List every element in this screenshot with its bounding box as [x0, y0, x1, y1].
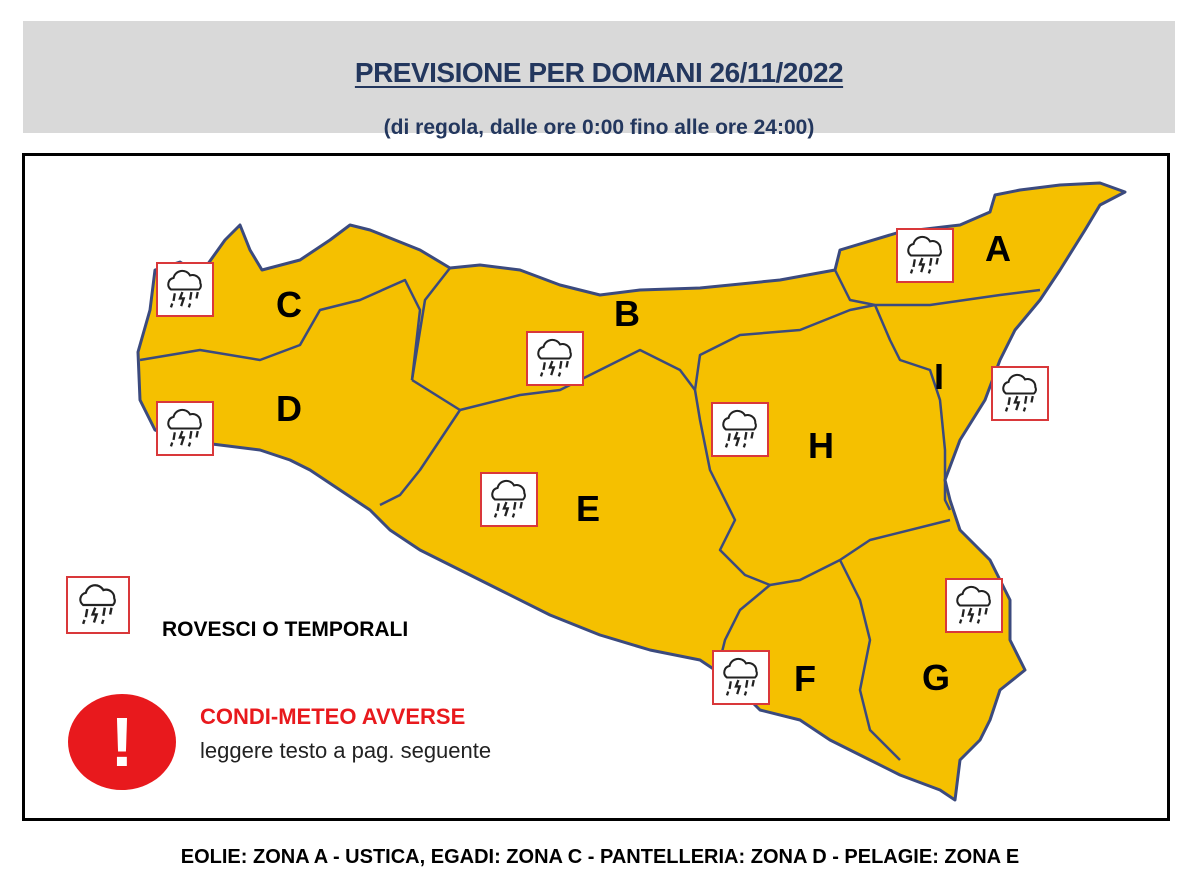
map-frame: [22, 153, 1170, 821]
thunderstorm-icon: [156, 401, 214, 456]
zone-label-i: I: [934, 356, 945, 397]
warning-text: leggere testo a pag. seguente: [200, 738, 492, 763]
warning-icon: !: [68, 694, 176, 790]
page-title: PREVISIONE PER DOMANI 26/11/2022: [354, 57, 844, 88]
legend-storm-label: ROVESCI O TEMPORALI: [162, 618, 409, 641]
thunderstorm-icon: [156, 262, 214, 317]
thunderstorm-icon: [896, 228, 954, 283]
zone-label-e: E: [576, 488, 601, 529]
thunderstorm-icon: [711, 402, 769, 457]
zone-label-a: A: [985, 228, 1011, 269]
thunderstorm-icon: [712, 650, 770, 705]
thunderstorm-icon: [526, 331, 584, 386]
legend-thunderstorm-icon: [66, 576, 130, 634]
zone-label-f: F: [794, 658, 816, 699]
header-banner: PREVISIONE PER DOMANI 26/11/2022 (di reg…: [23, 21, 1175, 139]
zone-label-h: H: [808, 425, 834, 466]
thunderstorm-icon: [480, 472, 538, 527]
warning-title: CONDI-METEO AVVERSE: [200, 704, 466, 729]
page-subtitle: (di regola, dalle ore 0:00 fino alle ore…: [383, 116, 815, 139]
zone-label-c: C: [276, 284, 302, 325]
thunderstorm-icon: [991, 366, 1049, 421]
zone-label-b: B: [614, 293, 640, 334]
thunderstorm-icon: [945, 578, 1003, 633]
zone-label-d: D: [276, 388, 302, 429]
zone-label-g: G: [922, 657, 951, 698]
footer-note: EOLIE: ZONA A - USTICA, EGADI: ZONA C - …: [180, 846, 1020, 868]
